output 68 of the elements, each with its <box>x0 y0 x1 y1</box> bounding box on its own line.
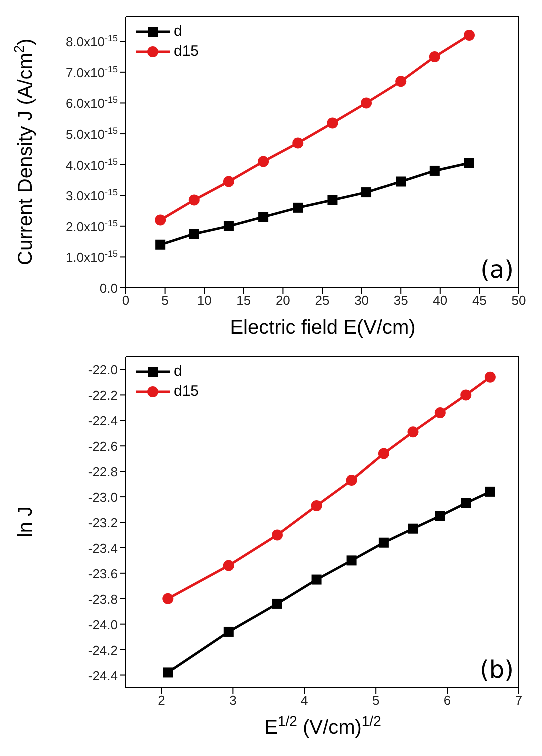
x-tick-label: 3 <box>230 693 237 708</box>
x-axis-title: Electric field E(V/cm) <box>230 317 416 339</box>
x-tick-label: 4 <box>301 693 308 708</box>
y-tick-label: -22.8 <box>88 464 118 480</box>
y-tick-label: 7.0x10$^{-15}$ <box>66 64 118 80</box>
y-tick-label: -24.0 <box>88 617 118 632</box>
point <box>460 390 472 401</box>
x-tick-label: 40 <box>433 293 448 308</box>
y-tick-label: 1.0x10$^{-15}$ <box>66 249 118 266</box>
point <box>272 530 283 541</box>
x-tick-label: 6 <box>444 693 452 708</box>
x-tick-label: 5 <box>372 693 380 708</box>
point <box>485 486 496 497</box>
y-tick-label: 2.0x10$^{-15}$ <box>66 218 118 234</box>
x-tick-label: 35 <box>394 293 408 308</box>
point <box>378 538 389 548</box>
point <box>346 474 358 486</box>
legend-label: d15 <box>174 382 200 402</box>
point <box>408 426 419 438</box>
point <box>162 593 174 604</box>
legend-label: d15 <box>174 42 200 62</box>
x-tick-label: 25 <box>315 293 330 308</box>
y-tick-label: 4.0x10$^{-15}$ <box>66 156 118 173</box>
x-tick-label: 10 <box>197 293 212 308</box>
legend-label: d <box>174 362 182 382</box>
y-tick-label: 3.0x10$^{-15}$ <box>66 188 118 204</box>
point <box>461 498 472 508</box>
point <box>224 626 234 637</box>
y-tick-label: -22.2 <box>88 388 118 404</box>
x-tick-label: 2 <box>158 693 166 708</box>
y-tick-label: 5.0x10$^{-15}$ <box>66 126 118 142</box>
point <box>408 524 418 534</box>
point <box>311 500 322 512</box>
point <box>378 448 390 460</box>
x-axis-title: E$^{1/2}$ (V/cm)$^{1/2}$ <box>264 713 382 739</box>
y-tick-label: -23.8 <box>88 592 118 607</box>
x-tick-label: 20 <box>276 293 290 308</box>
x-tick-label: 15 <box>236 293 252 308</box>
y-tick-label: -24.4 <box>88 668 118 684</box>
y-tick-label: 6.0x10$^{-15}$ <box>66 95 118 112</box>
point <box>163 668 174 678</box>
y-tick-label: 8.0x10$^{-15}$ <box>66 34 118 50</box>
x-tick-label: 30 <box>354 293 370 308</box>
y-tick-label: -24.2 <box>88 642 118 658</box>
point <box>312 574 322 585</box>
point <box>346 556 357 566</box>
x-tick-label: 5 <box>162 293 169 308</box>
point <box>435 511 446 522</box>
annotation: (b) <box>480 656 514 684</box>
y-tick-label: -22.4 <box>88 414 118 429</box>
y-tick-label: -23.6 <box>88 566 118 582</box>
point <box>223 560 234 572</box>
y-tick-label: -23.0 <box>88 490 118 506</box>
y-tick-label: -22.0 <box>88 362 118 378</box>
legend-label: d <box>174 22 182 42</box>
y-tick-label: -23.4 <box>88 540 118 556</box>
x-tick-label: 0 <box>122 293 130 308</box>
annotation: (a) <box>480 256 514 284</box>
y-tick-label: -23.2 <box>88 516 118 530</box>
point <box>272 598 282 609</box>
x-tick-label: 7 <box>515 693 523 708</box>
y-tick-label: -22.6 <box>88 439 118 454</box>
x-tick-label: 45 <box>472 293 487 308</box>
x-tick-label: 50 <box>512 293 526 308</box>
point <box>484 372 496 383</box>
y-axis-title: ln J <box>15 506 37 538</box>
point <box>434 408 446 419</box>
y-tick-label: 0.0 <box>100 281 118 296</box>
